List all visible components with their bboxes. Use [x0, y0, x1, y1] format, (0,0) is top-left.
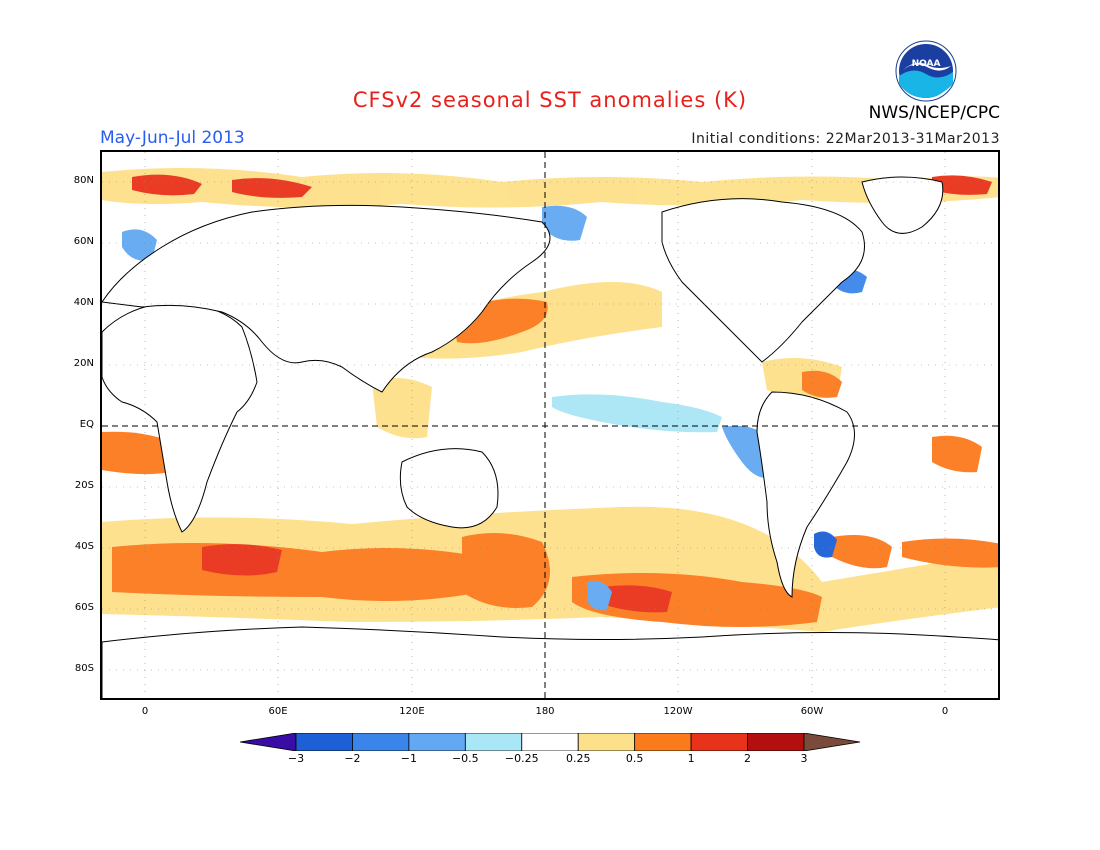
sst-anomaly-map	[100, 150, 1000, 700]
colorbar-max-triangle	[803, 733, 860, 751]
lon-label-120w: 120W	[663, 706, 693, 717]
lon-label-60e: 60E	[268, 706, 288, 717]
noaa-logo: NOAA	[895, 40, 957, 102]
colorbar-box	[747, 733, 805, 751]
lat-label-60s: 60S	[74, 602, 94, 613]
indian-ocean-south-red	[202, 544, 282, 576]
lon-label-120e: 120E	[399, 706, 425, 717]
eurasia-outline	[102, 204, 551, 393]
greenland-outline	[861, 176, 944, 234]
lon-label-60w: 60W	[800, 706, 824, 717]
colorbar-box	[408, 733, 466, 751]
lat-label-60n: 60N	[73, 236, 94, 247]
indian-ocean-east-warm	[932, 435, 982, 473]
north-america-outline	[661, 198, 865, 363]
colorbar-box	[634, 733, 692, 751]
colorbar-tick-label: 3	[800, 752, 808, 765]
tasman-warm-orange	[462, 533, 550, 608]
lon-label-0: 0	[141, 706, 149, 717]
south-atlantic-warm-orange-2	[902, 538, 998, 568]
anomaly-patches	[102, 168, 998, 632]
colorbar-tick-label: 2	[744, 752, 752, 765]
logo-text: NOAA	[912, 59, 941, 69]
lat-label-eq: EQ	[79, 419, 94, 430]
arctic-warm-pale	[102, 168, 998, 208]
lat-label-80n: 80N	[73, 175, 94, 186]
lat-label-20s: 20S	[74, 480, 94, 491]
lat-label-40n: 40N	[73, 297, 94, 308]
colorbar-tick-label: 0.25	[565, 752, 591, 765]
arctic-warm-red-3	[932, 175, 992, 195]
map-canvas	[102, 152, 998, 698]
southern-ocean-warm-orange	[112, 543, 482, 601]
bering-cool	[542, 205, 587, 241]
colorbar-tick-label: −3	[287, 752, 305, 765]
australia-outline	[399, 448, 499, 529]
maritime-continent-warm	[372, 378, 432, 439]
south-pacific-cool	[587, 580, 612, 611]
colorbar-tick-label: 1	[687, 752, 695, 765]
africa-outline	[102, 301, 258, 533]
colorbar-min-triangle	[240, 733, 297, 751]
colorbar	[240, 733, 860, 751]
colorbar-box	[352, 733, 410, 751]
central-pacific-cool-pale	[552, 394, 722, 433]
colorbar-box	[521, 733, 579, 751]
season-label: May-Jun-Jul 2013	[100, 128, 245, 148]
arctic-warm-red-2	[232, 178, 312, 198]
coastlines	[102, 176, 998, 698]
colorbar-box	[690, 733, 748, 751]
chart-title: CFSv2 seasonal SST anomalies (K)	[352, 88, 748, 112]
lat-label-20n: 20N	[73, 358, 94, 369]
lon-label-0-east: 0	[941, 706, 949, 717]
lat-label-40s: 40S	[74, 541, 94, 552]
antarctica-outline	[102, 626, 998, 698]
initial-conditions-label: Initial conditions: 22Mar2013-31Mar2013	[691, 131, 1000, 147]
south-atlantic-tropical-warm	[102, 431, 172, 475]
agency-label: NWS/NCEP/CPC	[868, 103, 1000, 123]
lat-label-80s: 80S	[74, 663, 94, 674]
colorbar-box	[295, 733, 353, 751]
colorbar-tick-label: −1	[400, 752, 417, 765]
colorbar-tick-label: 0.5	[625, 752, 644, 765]
colorbar-box	[577, 733, 636, 751]
colorbar-tick-label: −2	[344, 752, 361, 765]
arctic-warm-red-1	[132, 174, 202, 196]
south-pacific-warm-red	[602, 585, 672, 613]
graticule	[102, 152, 998, 698]
colorbar-tick-label: −0.25	[504, 752, 539, 765]
norwegian-sea-cool	[122, 229, 157, 261]
south-america-outline	[756, 391, 855, 598]
colorbar-tick-label: −0.5	[451, 752, 479, 765]
colorbar-segments	[240, 733, 860, 751]
south-atlantic-cool	[814, 531, 837, 558]
lon-label-180: 180	[535, 706, 555, 717]
colorbar-box	[464, 733, 523, 751]
south-atlantic-warm-orange	[832, 534, 892, 569]
